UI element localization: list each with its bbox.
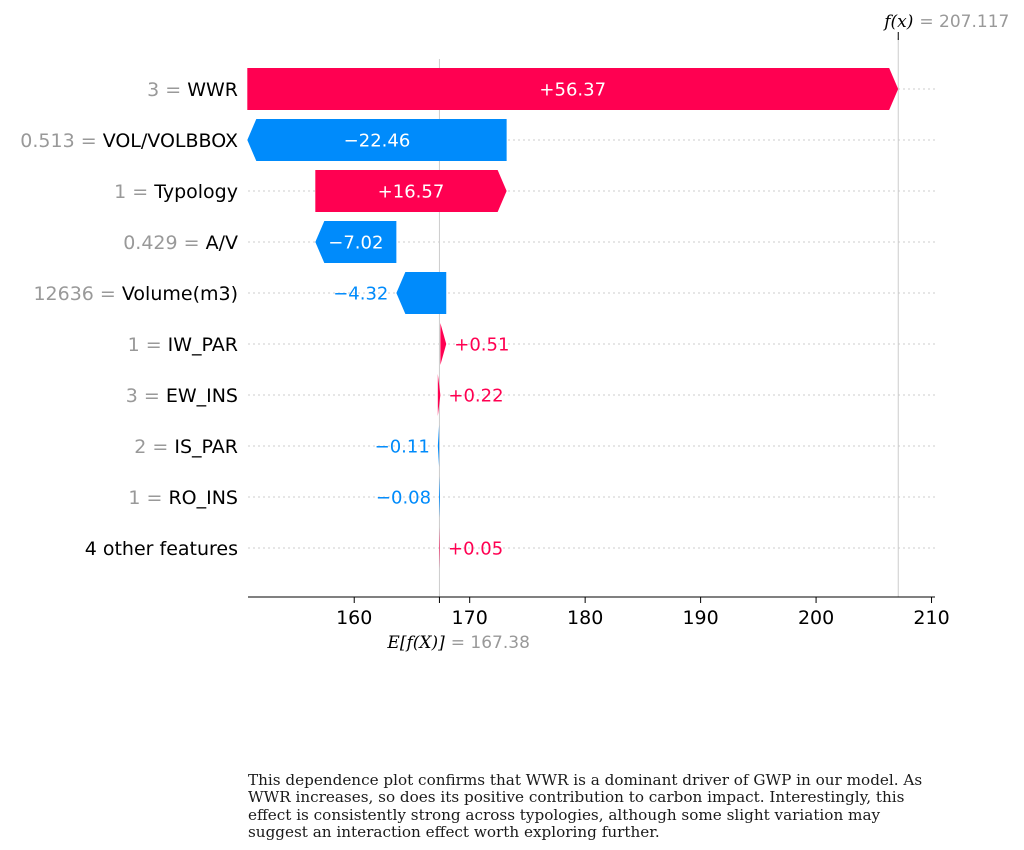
feature-value: 1 =: [128, 487, 168, 509]
feature-name: VOL/VOLBBOX: [103, 130, 238, 152]
bar-value-label: −4.32: [333, 284, 388, 305]
feature-value: 3 =: [126, 385, 166, 407]
positive-bar: [315, 170, 507, 212]
feature-label: 12636 = Volume(m3): [33, 283, 238, 305]
feature-value: 1 =: [128, 334, 168, 356]
bar-value-label: −22.46: [344, 131, 411, 152]
bar-value-label: +16.57: [378, 182, 445, 203]
feature-label: 2 = IS_PAR: [134, 436, 238, 458]
negative-bar: [396, 272, 447, 314]
feature-name: 4 other features: [85, 538, 238, 560]
feature-label: 1 = Typology: [114, 181, 238, 203]
feature-value: 0.513 =: [20, 130, 102, 152]
caption-text: This dependence plot confirms that WWR i…: [248, 771, 923, 842]
feature-name: Typology: [153, 181, 238, 203]
bar-value-label: −7.02: [328, 233, 383, 254]
x-tick-label: 170: [452, 607, 488, 629]
output-value-number: = 207.117: [919, 12, 1009, 32]
feature-name: Volume(m3): [122, 283, 238, 305]
bar-value-label: −0.11: [375, 437, 430, 458]
negative-bar: [437, 425, 440, 467]
feature-value: 3 =: [147, 79, 187, 101]
bar-value-label: +0.05: [448, 539, 503, 560]
output-value-label: f(x): [882, 12, 913, 32]
negative-bar: [439, 476, 441, 518]
bar-value-label: +0.22: [448, 386, 503, 407]
feature-label: 0.429 = A/V: [123, 232, 238, 254]
output-value-annotation: f(x) = 207.117: [882, 12, 1009, 32]
base-value-annotation: E[f(X)] = 167.38: [386, 633, 529, 653]
feature-label: 4 other features: [85, 538, 238, 560]
shap-waterfall-chart: +56.37 3 = WWR −22.46 0.513 = VOL/VOLBBOX +1…: [20, 12, 1009, 653]
feature-label: 1 = RO_INS: [128, 487, 238, 509]
feature-label: 3 = WWR: [147, 79, 238, 101]
bar-value-label: +0.51: [454, 335, 509, 356]
feature-value: 2 =: [134, 436, 174, 458]
positive-bar: [437, 374, 441, 416]
feature-name: IW_PAR: [168, 334, 238, 356]
feature-name: WWR: [187, 79, 238, 101]
feature-value: 1 =: [114, 181, 154, 203]
bar-value-label: +56.37: [539, 80, 606, 101]
x-tick-label: 160: [336, 607, 372, 629]
feature-value: 0.429 =: [123, 232, 205, 254]
feature-name: A/V: [206, 232, 238, 254]
base-value-number: = 167.38: [451, 633, 530, 653]
x-tick-label: 180: [567, 607, 603, 629]
base-value-label: E[f(X)]: [386, 633, 445, 653]
feature-name: RO_INS: [168, 487, 238, 509]
bar-value-label: −0.08: [376, 488, 431, 509]
x-tick-label: 210: [913, 607, 949, 629]
x-tick-label: 200: [798, 607, 834, 629]
feature-value: 12636 =: [33, 283, 121, 305]
feature-label: 3 = EW_INS: [126, 385, 238, 407]
x-tick-label: 190: [682, 607, 718, 629]
negative-bar: [315, 221, 397, 263]
negative-bar: [247, 119, 507, 161]
feature-name: EW_INS: [166, 385, 238, 407]
positive-bar: [247, 68, 899, 110]
feature-label: 0.513 = VOL/VOLBBOX: [20, 130, 238, 152]
feature-label: 1 = IW_PAR: [128, 334, 238, 356]
positive-bar: [440, 323, 447, 365]
feature-name: IS_PAR: [174, 436, 238, 458]
positive-bar: [439, 527, 441, 569]
